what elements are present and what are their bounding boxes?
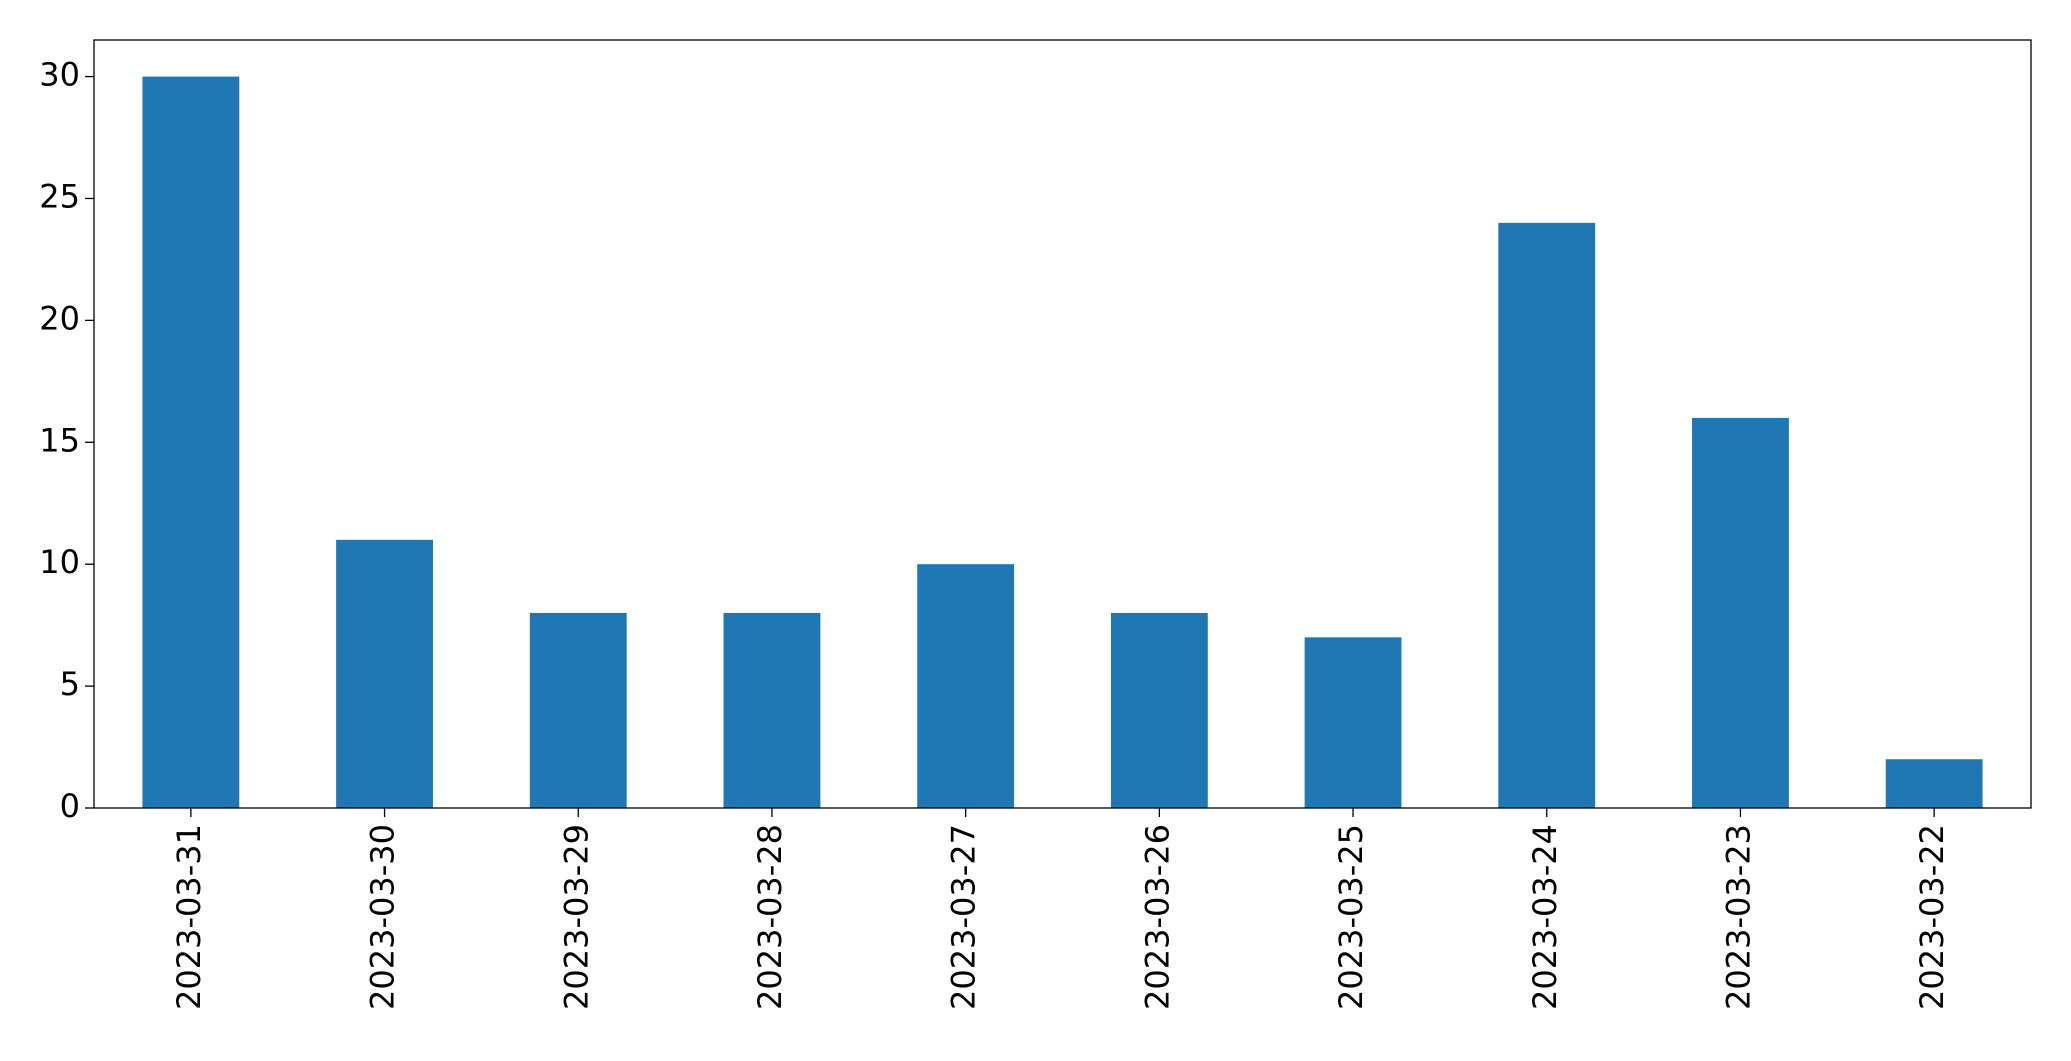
- y-tick-label: 30: [39, 56, 80, 94]
- bar: [1885, 759, 1983, 808]
- x-tick-label: 2023-03-30: [364, 824, 402, 1010]
- x-tick-label: 2023-03-23: [1719, 824, 1757, 1010]
- x-tick-label: 2023-03-28: [751, 824, 789, 1010]
- bar: [1110, 612, 1208, 808]
- bar: [1304, 637, 1402, 808]
- x-tick-label: 2023-03-31: [170, 824, 208, 1010]
- bar: [723, 612, 821, 808]
- bar: [336, 539, 433, 808]
- plot-frame: [93, 39, 2032, 809]
- y-tick-label: 20: [39, 299, 80, 337]
- y-tick-label: 10: [39, 543, 80, 581]
- y-tick-label: 25: [39, 177, 80, 215]
- bar: [917, 564, 1015, 808]
- bar: [1692, 417, 1789, 808]
- bar: [1498, 222, 1596, 808]
- x-tick-label: 2023-03-24: [1526, 824, 1564, 1010]
- bar: [142, 76, 240, 809]
- x-tick-label: 2023-03-26: [1138, 824, 1176, 1010]
- bar: [529, 612, 627, 808]
- y-tick-label: 15: [39, 421, 80, 459]
- y-tick-label: 0: [60, 787, 80, 825]
- x-tick-label: 2023-03-29: [557, 824, 595, 1010]
- y-tick-label: 5: [60, 665, 80, 703]
- x-tick-label: 2023-03-22: [1913, 824, 1951, 1010]
- x-tick-label: 2023-03-27: [945, 824, 983, 1010]
- x-tick-label: 2023-03-25: [1332, 824, 1370, 1010]
